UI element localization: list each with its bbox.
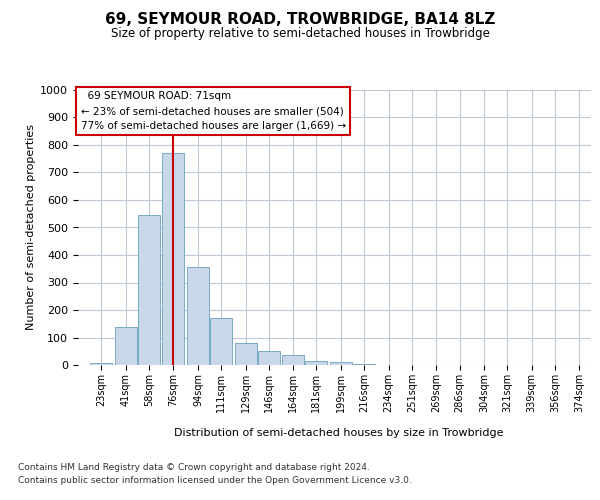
Bar [163, 153, 184, 365]
Bar [258, 351, 280, 365]
Text: Distribution of semi-detached houses by size in Trowbridge: Distribution of semi-detached houses by … [174, 428, 504, 438]
Text: Contains public sector information licensed under the Open Government Licence v3: Contains public sector information licen… [18, 476, 412, 485]
Bar [210, 318, 232, 365]
Y-axis label: Number of semi-detached properties: Number of semi-detached properties [26, 124, 36, 330]
Bar [138, 215, 160, 365]
Text: Size of property relative to semi-detached houses in Trowbridge: Size of property relative to semi-detach… [110, 28, 490, 40]
Bar [90, 363, 112, 365]
Bar [187, 268, 209, 365]
Bar [235, 343, 257, 365]
Text: 69, SEYMOUR ROAD, TROWBRIDGE, BA14 8LZ: 69, SEYMOUR ROAD, TROWBRIDGE, BA14 8LZ [105, 12, 495, 28]
Bar [330, 362, 352, 365]
Bar [353, 364, 375, 365]
Text: 69 SEYMOUR ROAD: 71sqm
← 23% of semi-detached houses are smaller (504)
77% of se: 69 SEYMOUR ROAD: 71sqm ← 23% of semi-det… [80, 92, 346, 131]
Bar [305, 361, 328, 365]
Bar [282, 356, 304, 365]
Text: Contains HM Land Registry data © Crown copyright and database right 2024.: Contains HM Land Registry data © Crown c… [18, 462, 370, 471]
Bar [115, 326, 137, 365]
